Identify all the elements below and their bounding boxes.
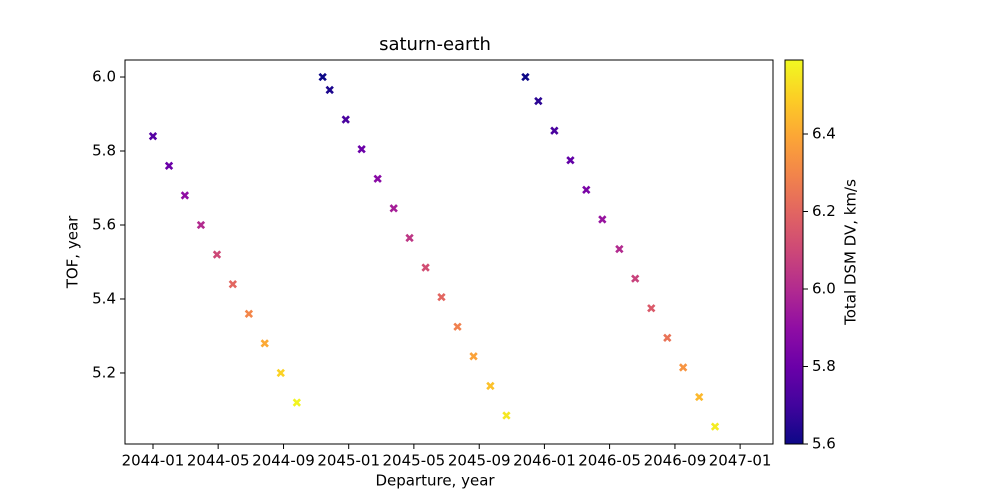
data-point [196,220,206,230]
data-point [679,363,688,372]
data-point [486,381,495,391]
data-point [260,339,269,348]
data-point [292,398,302,407]
data-point [389,204,398,213]
data-point [615,244,624,254]
data-point [244,309,254,318]
y-tick-label: 5.4 [92,289,116,307]
chart-title: saturn-earth [379,34,491,55]
data-point [710,422,720,431]
data-point [469,352,478,361]
colorbar [784,59,804,445]
x-tick-label: 2044-09 [252,452,315,470]
y-axis-label: TOF, year [64,215,82,289]
y-tick-label: 5.6 [92,215,116,233]
data-point [582,185,591,195]
data-point [228,280,238,289]
data-point [647,304,656,313]
data-point [663,333,672,342]
data-point [212,250,222,259]
data-point [357,144,366,154]
data-point [325,85,334,95]
data-point [318,72,327,82]
data-point [405,233,414,243]
data-point [502,411,511,420]
x-tick-label: 2046-05 [578,452,641,470]
data-point [276,368,285,378]
colorbar-label: Total DSM DV, km/s [842,179,860,326]
colorbar-tick-label: 6.0 [812,280,836,298]
x-tick-label: 2046-09 [644,452,707,470]
plot-frame [124,59,774,445]
x-tick-label: 2045-05 [383,452,446,470]
data-point [148,132,158,141]
x-tick-label: 2047-01 [709,452,772,470]
data-point [437,292,446,302]
data-point [631,274,640,283]
colorbar-tick-label: 6.2 [812,202,836,220]
x-tick-label: 2044-01 [122,452,185,470]
colorbar-tick-label: 5.6 [812,435,836,453]
data-point [453,322,462,331]
x-axis-label: Departure, year [375,472,495,490]
colorbar-tick-label: 6.4 [812,125,836,143]
data-point [550,126,559,135]
data-point [598,215,607,224]
data-point [695,392,704,402]
data-point [180,191,190,200]
x-tick-label: 2045-01 [317,452,380,470]
data-point [373,174,382,183]
data-point [341,115,350,124]
y-tick-label: 5.8 [92,142,116,160]
x-tick-label: 2044-05 [187,452,250,470]
data-point [521,72,530,82]
data-point [421,263,430,272]
colorbar-tick-label: 5.8 [812,357,836,375]
data-point [164,161,174,170]
x-tick-label: 2045-09 [448,452,511,470]
y-tick-label: 5.2 [92,363,116,381]
data-point [534,96,543,106]
x-tick-label: 2046-01 [513,452,576,470]
y-tick-label: 6.0 [92,68,116,86]
data-point [566,156,575,165]
